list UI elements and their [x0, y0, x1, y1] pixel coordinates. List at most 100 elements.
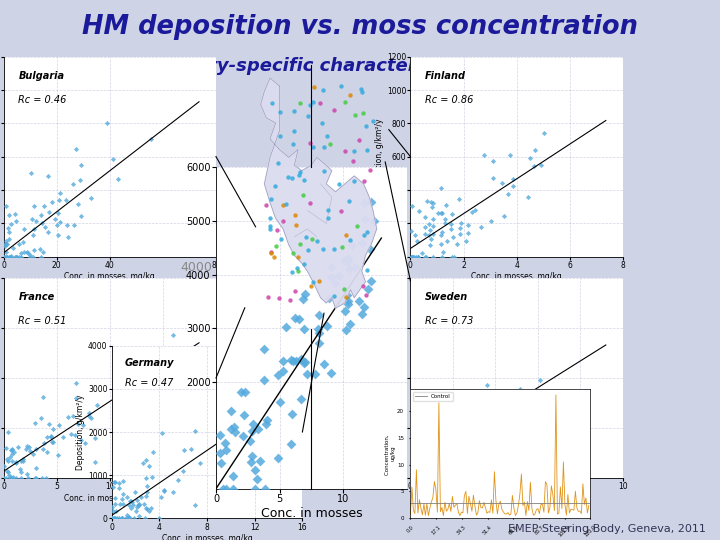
Point [485, 217, 497, 225]
Point [300, 233, 312, 241]
Point [413, 252, 424, 261]
Point [508, 175, 519, 184]
Point [6, 457, 18, 465]
Point [1, 252, 12, 261]
Point [9, 448, 20, 457]
Point [436, 231, 447, 240]
Point [274, 131, 285, 140]
Point [287, 139, 299, 148]
Point [261, 416, 273, 424]
Point [0, 201, 12, 210]
Point [228, 471, 239, 480]
Point [419, 229, 431, 238]
Point [420, 252, 432, 261]
Point [260, 200, 271, 209]
Point [305, 101, 316, 110]
Point [424, 226, 436, 235]
Point [446, 210, 458, 219]
X-axis label: Conc. in mosses, mg/kg: Conc. in mosses, mg/kg [471, 273, 562, 281]
Point [423, 231, 435, 239]
Point [158, 485, 170, 494]
Point [117, 476, 129, 485]
Point [128, 514, 140, 523]
Point [426, 410, 437, 419]
Point [34, 245, 45, 253]
Point [225, 424, 237, 433]
Point [481, 380, 492, 389]
Point [357, 281, 369, 290]
Text: HM deposition vs. moss concentration: HM deposition vs. moss concentration [82, 14, 638, 39]
Point [264, 221, 276, 230]
Point [321, 132, 333, 141]
Point [155, 493, 166, 502]
Point [14, 465, 26, 474]
Point [281, 200, 292, 208]
Point [80, 439, 91, 448]
Point [26, 169, 37, 178]
Point [54, 421, 66, 430]
Point [298, 359, 310, 368]
Point [420, 463, 431, 472]
Text: C: C [313, 248, 332, 272]
Point [349, 111, 361, 119]
Point [408, 252, 420, 261]
Point [62, 412, 73, 421]
Point [22, 249, 33, 258]
Point [245, 458, 256, 467]
Point [251, 475, 262, 484]
Point [344, 236, 356, 245]
Point [65, 429, 76, 438]
Point [70, 394, 81, 403]
Point [107, 503, 118, 511]
Point [117, 514, 128, 523]
Point [0, 252, 10, 261]
Point [125, 504, 137, 513]
Point [278, 200, 289, 209]
Point [29, 474, 40, 482]
Point [24, 252, 35, 261]
Point [114, 500, 126, 508]
Point [408, 472, 420, 481]
Point [10, 252, 22, 261]
Point [294, 98, 306, 107]
Point [328, 245, 340, 254]
Point [11, 252, 22, 261]
Point [292, 253, 304, 261]
Point [156, 429, 168, 437]
Point [217, 484, 229, 493]
Point [431, 431, 443, 440]
Point [215, 458, 227, 467]
Point [6, 474, 18, 482]
Point [346, 241, 358, 249]
Point [433, 437, 444, 446]
Point [72, 420, 84, 428]
Point [139, 514, 150, 523]
Point [143, 461, 155, 470]
Point [10, 474, 22, 482]
Point [405, 252, 417, 261]
Point [410, 252, 421, 261]
Point [323, 214, 334, 222]
X-axis label: Conc. in mosses, mg/kg: Conc. in mosses, mg/kg [64, 273, 156, 281]
Point [10, 252, 22, 261]
Point [76, 160, 87, 169]
Point [48, 425, 59, 434]
Point [352, 222, 364, 231]
Point [364, 245, 376, 254]
Point [340, 293, 351, 301]
Point [0, 242, 12, 251]
Point [456, 219, 467, 227]
Point [133, 501, 145, 509]
Text: 4000: 4000 [181, 261, 212, 274]
Point [422, 474, 433, 482]
Point [91, 401, 103, 409]
Point [453, 418, 464, 427]
Y-axis label: Concentration, 
ug/kg: Concentration, ug/kg [385, 433, 396, 475]
Point [141, 482, 153, 490]
Point [492, 406, 504, 415]
Point [51, 220, 63, 229]
Point [318, 245, 329, 253]
Point [0, 240, 11, 248]
Point [112, 175, 124, 184]
Point [487, 157, 499, 166]
